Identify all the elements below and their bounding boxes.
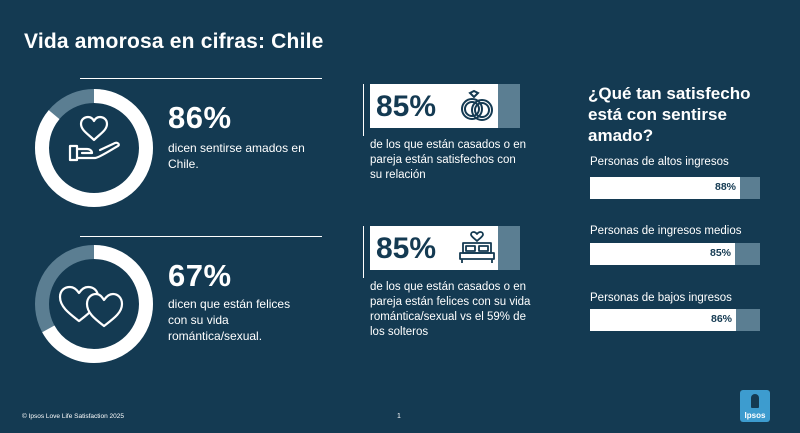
- income-bar-high: 88%: [590, 177, 760, 199]
- stat-percent: 67%: [168, 258, 232, 293]
- stat-description: dicen que están felices con su vida romá…: [168, 297, 291, 343]
- logo-symbol-icon: [751, 394, 759, 408]
- page-title: Vida amorosa en cifras: Chile: [24, 30, 324, 53]
- question-title: ¿Qué tan satisfecho está con sentirse am…: [588, 84, 751, 145]
- page-number: 1: [397, 413, 401, 420]
- rings-stat-card: 85%: [370, 84, 520, 128]
- ipsos-logo: Ipsos: [740, 390, 770, 422]
- donut-arc: [35, 89, 153, 207]
- bar-value: 85%: [709, 247, 731, 259]
- hand-heart-icon: [68, 115, 120, 162]
- income-bar-medium: 85%: [590, 243, 760, 265]
- bar-label: Personas de altos ingresos: [590, 156, 729, 168]
- copyright-footer: © Ipsos Love Life Satisfaction 2025: [22, 413, 124, 420]
- card-description: de los que están casados o en pareja est…: [370, 281, 531, 338]
- divider-line: [80, 236, 322, 237]
- bar-value: 88%: [714, 181, 736, 193]
- bed-stat-card: 85%: [370, 226, 520, 270]
- card-percent: 85%: [376, 232, 437, 265]
- donut-chart-happy: [35, 245, 153, 363]
- bar-value: 86%: [710, 313, 732, 325]
- card-remainder: [498, 226, 520, 270]
- card-remainder: [498, 84, 520, 128]
- bar-label: Personas de ingresos medios: [590, 225, 742, 237]
- stat-description: dicen sentirse amados en Chile.: [168, 141, 305, 171]
- bar-fill: [590, 309, 736, 331]
- income-bar-low: 86%: [590, 309, 760, 331]
- logo-text: Ipsos: [744, 411, 766, 420]
- two-hearts-icon: [58, 285, 124, 328]
- bar-label: Personas de bajos ingresos: [590, 292, 732, 304]
- donut-arc: [35, 245, 153, 363]
- card-description: de los que están casados o en pareja est…: [370, 139, 527, 181]
- divider-line: [80, 78, 322, 79]
- bar-fill: [590, 243, 735, 265]
- rings-icon: [461, 89, 493, 121]
- stat-percent: 86%: [168, 100, 232, 135]
- bar-fill: [590, 177, 740, 199]
- donut-chart-loved: [35, 89, 153, 207]
- bed-heart-icon: [459, 231, 495, 263]
- card-percent: 85%: [376, 90, 437, 123]
- divider-line: [363, 226, 364, 278]
- divider-line: [363, 84, 364, 136]
